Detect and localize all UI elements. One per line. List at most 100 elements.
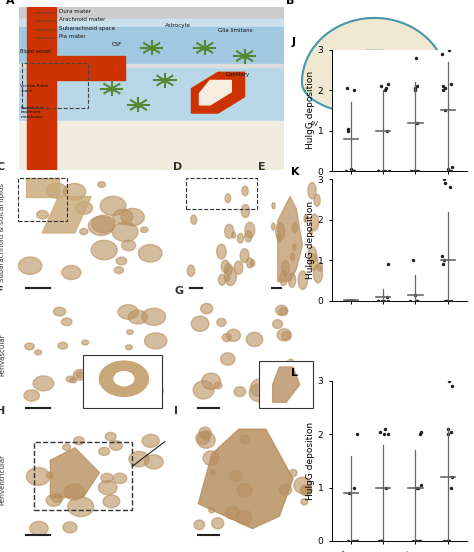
Circle shape xyxy=(279,307,288,315)
Polygon shape xyxy=(278,197,302,282)
Circle shape xyxy=(225,263,232,275)
Polygon shape xyxy=(199,429,293,529)
Text: 4V: 4V xyxy=(310,120,319,126)
Circle shape xyxy=(211,518,224,529)
Polygon shape xyxy=(42,197,91,233)
Circle shape xyxy=(246,258,253,268)
Bar xyxy=(83,355,162,408)
Text: J: J xyxy=(291,37,295,47)
Circle shape xyxy=(222,333,231,342)
Circle shape xyxy=(272,203,275,209)
Text: LV: LV xyxy=(399,88,407,94)
Bar xyxy=(18,178,67,221)
Circle shape xyxy=(62,266,81,279)
Circle shape xyxy=(302,487,310,495)
Bar xyxy=(19,121,284,170)
Text: I: I xyxy=(174,406,178,416)
Polygon shape xyxy=(50,448,100,497)
Circle shape xyxy=(128,310,147,324)
Circle shape xyxy=(308,183,316,199)
Circle shape xyxy=(277,329,291,341)
Circle shape xyxy=(219,274,226,285)
Circle shape xyxy=(294,477,311,493)
Circle shape xyxy=(98,182,106,188)
Text: K: K xyxy=(291,167,300,177)
Bar xyxy=(19,64,284,67)
Circle shape xyxy=(225,506,239,519)
Polygon shape xyxy=(27,56,125,81)
Circle shape xyxy=(225,194,231,203)
Circle shape xyxy=(46,183,67,198)
Circle shape xyxy=(276,222,285,241)
Circle shape xyxy=(217,319,226,326)
Circle shape xyxy=(91,215,115,233)
Text: E: E xyxy=(258,162,265,172)
Circle shape xyxy=(197,432,215,448)
Circle shape xyxy=(145,455,163,469)
Circle shape xyxy=(201,431,211,440)
Bar xyxy=(19,26,284,64)
Bar xyxy=(83,355,162,408)
Text: Blood vessel: Blood vessel xyxy=(20,49,51,54)
Bar xyxy=(186,178,257,209)
Circle shape xyxy=(100,197,126,215)
Circle shape xyxy=(33,376,54,391)
Circle shape xyxy=(318,262,322,271)
Circle shape xyxy=(54,307,66,316)
Text: Pia mater: Pia mater xyxy=(59,34,85,39)
Circle shape xyxy=(217,244,226,259)
Circle shape xyxy=(35,350,42,355)
Circle shape xyxy=(76,201,92,214)
Circle shape xyxy=(241,205,250,217)
Circle shape xyxy=(287,359,294,365)
Circle shape xyxy=(58,342,68,349)
Circle shape xyxy=(91,240,117,260)
Circle shape xyxy=(193,381,214,399)
Circle shape xyxy=(288,273,296,288)
Text: Periventricular: Periventricular xyxy=(0,454,5,505)
Polygon shape xyxy=(273,367,300,402)
Circle shape xyxy=(279,484,292,495)
Text: G: G xyxy=(174,286,183,296)
Circle shape xyxy=(118,305,138,319)
Circle shape xyxy=(103,495,120,508)
Circle shape xyxy=(313,264,323,283)
Circle shape xyxy=(226,275,229,281)
Circle shape xyxy=(245,231,252,242)
Circle shape xyxy=(191,316,209,331)
Circle shape xyxy=(245,222,255,238)
Circle shape xyxy=(191,215,197,224)
Bar xyxy=(19,19,284,26)
Polygon shape xyxy=(191,72,245,113)
Circle shape xyxy=(145,333,167,349)
Circle shape xyxy=(237,233,244,243)
Text: Dura mater: Dura mater xyxy=(59,9,91,14)
Circle shape xyxy=(282,332,291,340)
Circle shape xyxy=(140,227,148,232)
Circle shape xyxy=(277,235,282,242)
Polygon shape xyxy=(27,7,56,170)
Text: Perivascular: Perivascular xyxy=(0,334,5,376)
Circle shape xyxy=(46,473,54,478)
Circle shape xyxy=(80,229,88,235)
Circle shape xyxy=(129,452,149,467)
Circle shape xyxy=(289,469,297,476)
Circle shape xyxy=(250,259,255,267)
Circle shape xyxy=(246,332,263,347)
Circle shape xyxy=(36,210,48,219)
Circle shape xyxy=(73,369,88,380)
Circle shape xyxy=(237,484,252,497)
Polygon shape xyxy=(302,18,447,115)
Circle shape xyxy=(46,495,62,506)
Circle shape xyxy=(227,329,240,341)
Circle shape xyxy=(209,507,215,513)
Circle shape xyxy=(137,359,162,377)
Text: D: D xyxy=(173,162,182,172)
Text: C: C xyxy=(0,162,5,172)
Circle shape xyxy=(251,379,271,397)
Circle shape xyxy=(63,522,77,533)
Circle shape xyxy=(298,271,308,289)
Circle shape xyxy=(224,267,237,285)
Text: H: H xyxy=(0,406,6,416)
Circle shape xyxy=(30,522,48,535)
